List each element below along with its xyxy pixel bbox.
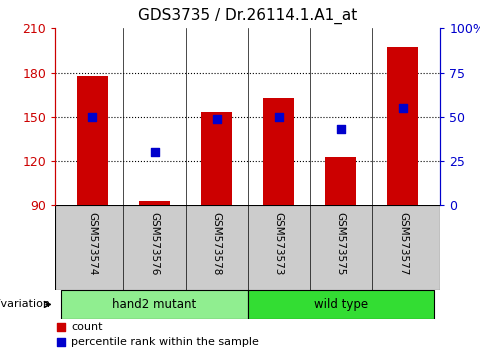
Point xyxy=(57,324,64,329)
Point xyxy=(337,126,345,132)
Text: GSM573573: GSM573573 xyxy=(274,212,284,275)
Text: percentile rank within the sample: percentile rank within the sample xyxy=(72,337,259,348)
Bar xyxy=(201,113,232,205)
Text: GSM573577: GSM573577 xyxy=(398,212,408,275)
Text: GSM573574: GSM573574 xyxy=(87,212,97,275)
Text: GSM573575: GSM573575 xyxy=(336,212,346,275)
Text: hand2 mutant: hand2 mutant xyxy=(112,298,197,311)
Text: wild type: wild type xyxy=(314,298,368,311)
Bar xyxy=(387,47,419,205)
Point xyxy=(89,114,96,120)
Point xyxy=(399,105,407,111)
Text: GSM573578: GSM573578 xyxy=(212,212,222,275)
Bar xyxy=(248,290,434,319)
Bar xyxy=(77,75,108,205)
Text: genotype/variation: genotype/variation xyxy=(0,299,50,309)
Bar xyxy=(263,98,294,205)
Text: GSM573576: GSM573576 xyxy=(150,212,159,275)
Bar xyxy=(61,290,248,319)
Bar xyxy=(139,201,170,205)
Point xyxy=(213,116,220,121)
Title: GDS3735 / Dr.26114.1.A1_at: GDS3735 / Dr.26114.1.A1_at xyxy=(138,8,357,24)
Bar xyxy=(325,156,356,205)
Point xyxy=(151,149,158,155)
Point xyxy=(275,114,283,120)
Text: count: count xyxy=(72,321,103,332)
Point xyxy=(57,340,64,346)
